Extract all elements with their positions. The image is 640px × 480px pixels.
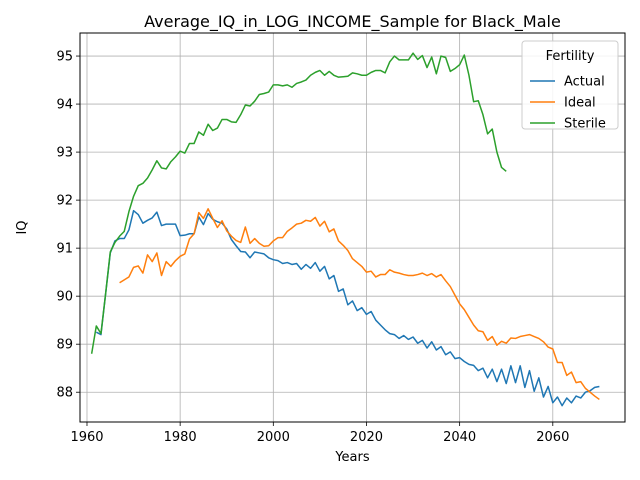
- x-axis-label: Years: [334, 450, 370, 465]
- y-tick-label: 89: [56, 338, 73, 353]
- plot-frame: [79, 32, 626, 423]
- y-tick-label: 88: [56, 386, 73, 401]
- x-tick-label: 2060: [536, 430, 569, 445]
- x-tick-label: 1960: [70, 430, 103, 445]
- grid: [80, 33, 625, 422]
- x-tick-label: 2020: [350, 430, 383, 445]
- series-lines: [90, 52, 600, 407]
- legend-entries: Actual Ideal Sterile: [530, 75, 606, 132]
- y-tick-label: 95: [56, 50, 73, 65]
- y-tick-label: 93: [56, 146, 73, 161]
- chart-title: Average_IQ_in_LOG_INCOME_Sample for Blac…: [144, 12, 561, 32]
- legend-title: Fertility: [546, 49, 595, 64]
- x-tick-label: 1980: [164, 430, 197, 445]
- series-line-ideal: [119, 208, 600, 401]
- y-axis-ticks: 88 89 90 91 92 93 94 95: [56, 50, 80, 401]
- x-tick-label: 2000: [257, 430, 290, 445]
- x-tick-label: 2040: [443, 430, 476, 445]
- legend-box: [521, 40, 619, 130]
- series-line-actual: [95, 209, 600, 407]
- y-tick-label: 92: [56, 194, 73, 209]
- legend-label-actual: Actual: [564, 75, 605, 90]
- y-axis-label: IQ: [15, 220, 30, 234]
- legend: Fertility Actual Ideal Sterile: [521, 40, 619, 132]
- legend-label-sterile: Sterile: [564, 117, 606, 132]
- y-tick-label: 91: [56, 242, 73, 257]
- y-tick-label: 94: [56, 98, 73, 113]
- legend-label-ideal: Ideal: [564, 96, 596, 111]
- x-axis-ticks: 1960 1980 2000 2020 2040 2060: [70, 422, 569, 445]
- series-line-sterile: [90, 52, 507, 354]
- y-tick-label: 90: [56, 290, 73, 305]
